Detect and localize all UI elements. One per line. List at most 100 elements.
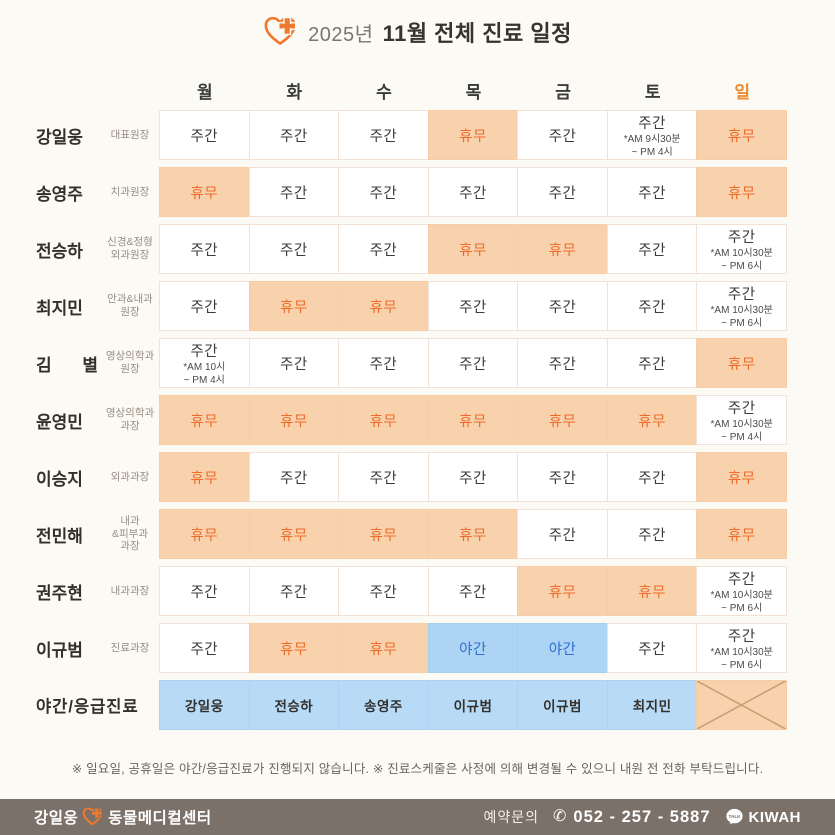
messenger-group: TALK KIWAH [725,808,802,826]
cell-label: 휴무 [459,242,487,259]
schedule-cell-day: 주간 [427,281,519,331]
schedule-cell-off: 휴무 [696,167,787,217]
cell-label: 야간 [459,641,487,658]
doctor-label: 최지민 안과&내과 원장 [24,281,160,331]
day-header-토: 토 [644,83,661,102]
cell-label: 주간 [638,242,666,259]
cell-label: 휴무 [548,242,577,259]
schedule-cell-day: 주간 [606,623,698,673]
cell-label: 휴무 [548,413,577,430]
doctor-role: 신경&정형 외과원장 [107,236,153,261]
emergency-label-cell: 야간/응급진료 [24,680,160,730]
doctor-row: 윤영민 영상의학과 과장 휴무 휴무 휴무 휴무 휴무 휴무 주간 *AM 10시30분 ~ PM … [24,395,787,445]
doctor-name: 전민해 [36,526,83,546]
day-header-일: 일 [734,83,751,102]
cell-label: 전승하 [274,699,314,714]
cell-label: 휴무 [459,413,487,430]
cell-label: 휴무 [727,185,756,202]
schedule-cell-off: 휴무 [159,509,250,559]
cell-label: 휴무 [459,128,487,145]
emergency-label: 야간/응급진료 [36,698,139,716]
cell-label: 주간 [369,242,398,259]
doctor-row: 전승하 신경&정형 외과원장 주간 주간 주간 휴무 휴무 주간 주간 *AM 10시30분 ~ P… [24,224,787,274]
cell-label: 주간 [638,641,666,658]
cell-label: 주간 [638,470,666,487]
cell-label: 주간 [727,286,756,303]
schedule-year: 2025년 [308,23,374,46]
doctor-role: 영상의학과 과장 [105,407,155,432]
cell-label: 주간 [369,584,398,601]
cell-time: ~ PM 6시 [721,317,763,329]
schedule-cell-day: 주간 [159,110,250,160]
schedule-cell-day: 주간 [159,566,250,616]
schedule-cell-day: 주간 [606,224,698,274]
schedule-cell-night: 야간 [427,623,519,673]
cell-label: 휴무 [369,641,398,658]
cell-label: 주간 [638,299,666,316]
cell-label: 이규범 [453,699,493,714]
schedule-cell-person: 이규범 [517,680,608,730]
doctor-name: 윤영민 [36,412,83,432]
cell-label: 휴무 [727,470,756,487]
schedule-cell-day: 주간 [338,452,429,502]
cell-label: 주간 [369,356,398,373]
doctor-row: 전민해 내과 &피부과 과장 휴무 휴무 휴무 휴무 주간 주간 휴무 [24,509,787,559]
phone-icon: ✆ [553,808,567,825]
doctor-role: 진료과장 [110,641,150,654]
schedule-cell-off: 휴무 [427,224,519,274]
schedule-cell-off: 휴무 [696,110,787,160]
schedule-cell-day: 주간 [159,623,250,673]
cell-time: ~ PM 6시 [721,260,763,272]
schedule-cell-off: 휴무 [338,395,429,445]
messenger-name: KIWAH [748,808,801,826]
schedule-cell-off: 휴무 [427,110,519,160]
schedule-cell-day: 주간 [248,110,340,160]
cell-label: 휴무 [548,584,577,601]
cell-time: *AM 10시30분 [710,304,773,316]
schedule-cell-off: 휴무 [338,509,429,559]
doctor-role: 대표원장 [110,128,150,141]
doctor-label: 송영주 치과원장 [24,167,160,217]
cell-label: 송영주 [364,699,403,714]
schedule-cell-day: 주간 [248,338,340,388]
schedule-cell-day: 주간 *AM 10시30분 ~ PM 6시 [696,224,787,274]
cell-label: 주간 [369,128,398,145]
cell-time: ~ PM 6시 [721,659,763,671]
schedule-cell-off: 휴무 [517,224,608,274]
cell-label: 주간 [548,356,577,373]
schedule-cell-off: 휴무 [338,281,429,331]
day-header-화: 화 [286,83,303,102]
schedule-cell-day: 주간 [427,566,519,616]
cell-label: 주간 [190,299,219,316]
day-header-목: 목 [465,83,482,102]
doctor-row: 강일웅 대표원장 주간 주간 주간 휴무 주간 주간 *AM 9시30분 ~ PM 4시 휴무 [24,110,787,160]
cell-label: 주간 [459,584,487,601]
schedule-cell-person: 강일웅 [159,680,250,730]
schedule-cell-day: 주간 [248,167,340,217]
cell-time: *AM 9시30분 [623,133,681,145]
doctor-role: 영상의학과 원장 [105,350,155,375]
cell-label: 주간 [459,470,487,487]
doctor-name: 강일웅 [36,127,83,147]
doctor-name: 김 별 [36,355,98,375]
schedule-cell-day: 주간 *AM 10시30분 ~ PM 6시 [696,566,787,616]
cell-label: 최지민 [632,699,672,714]
cell-label: 주간 [548,185,577,202]
schedule-cell-day: 주간 [427,167,519,217]
schedule-cell-day: 주간 *AM 10시 ~ PM 4시 [159,338,250,388]
schedule-cell-day: 주간 [338,338,429,388]
footnote: ※ 일요일, 공휴일은 야간/응급진료가 진행되지 않습니다. ※ 진료스케줄은… [71,762,764,776]
schedule-cell-off: 휴무 [159,395,250,445]
cell-label: 주간 [459,299,487,316]
schedule-cell-day: 주간 *AM 9시30분 ~ PM 4시 [606,110,698,160]
schedule-cell-day: 주간 [338,110,429,160]
schedule-cell-day: 주간 [248,566,340,616]
schedule-cell-day: 주간 [606,281,698,331]
doctor-name: 전승하 [36,241,83,261]
schedule-cell-day: 주간 *AM 10시30분 ~ PM 4시 [696,395,787,445]
cell-label: 강일웅 [184,699,224,714]
schedule-cell-day: 주간 [517,338,608,388]
doctor-name: 송영주 [36,184,83,204]
schedule-cell-day: 주간 [338,224,429,274]
schedule-cell-off: 휴무 [427,395,519,445]
